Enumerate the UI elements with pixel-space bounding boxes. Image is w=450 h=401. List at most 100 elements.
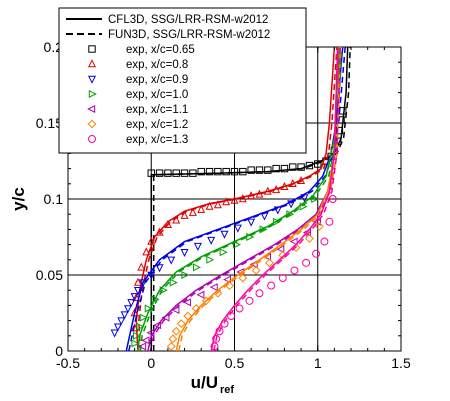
exp-marker <box>315 221 324 231</box>
exp-marker <box>161 313 170 322</box>
legend-marker <box>87 119 97 129</box>
exp-marker <box>196 290 205 299</box>
exp-marker <box>247 191 256 200</box>
exp-marker <box>289 237 298 246</box>
exp-marker <box>159 286 168 295</box>
y-tick-label: 0 <box>55 343 63 359</box>
exp-marker <box>222 167 230 176</box>
exp-marker <box>320 237 329 246</box>
x-tick-label: 1.5 <box>391 355 411 371</box>
exp-marker <box>272 217 281 226</box>
fun3d-line <box>128 46 346 352</box>
exp-marker <box>133 277 142 286</box>
series-6 <box>210 46 341 352</box>
exp-marker <box>210 342 219 351</box>
exp-marker <box>153 321 162 330</box>
fun3d-line <box>149 46 341 352</box>
legend-label: exp, x/c=1.0 <box>126 89 188 101</box>
x-axis-label-subscript: ref <box>220 384 234 396</box>
exp-marker <box>206 255 215 264</box>
legend-label: exp, x/c=1.2 <box>126 119 188 131</box>
exp-marker <box>180 169 189 177</box>
exp-marker <box>230 167 239 176</box>
exp-marker <box>278 274 287 283</box>
exp-marker <box>138 342 147 351</box>
exp-marker <box>213 288 223 298</box>
exp-marker <box>272 164 280 173</box>
exp-marker <box>259 225 268 234</box>
legend-entry: exp, x/c=1.3 <box>88 134 188 146</box>
exp-marker <box>130 323 139 332</box>
legend-marker <box>87 75 97 84</box>
exp-marker <box>255 166 264 174</box>
exp-marker <box>205 167 214 176</box>
legend-label: exp, x/c=0.9 <box>126 74 188 86</box>
exp-marker <box>305 234 314 243</box>
series-5 <box>166 46 341 352</box>
y-tick-label: 0.05 <box>36 267 63 283</box>
exp-marker <box>147 271 156 280</box>
x-axis-label: u/U <box>191 373 218 392</box>
exp-marker <box>183 298 192 307</box>
exp-marker <box>120 311 129 320</box>
exp-marker <box>137 262 146 271</box>
legend-box <box>58 7 307 154</box>
legend-entry: exp, x/c=1.1 <box>87 104 188 116</box>
x-tick-label: 1 <box>314 355 322 371</box>
legend-label: exp, x/c=1.3 <box>126 134 188 146</box>
series-1 <box>130 46 338 352</box>
exp-marker <box>167 256 176 265</box>
exp-marker <box>300 194 309 203</box>
exp-marker <box>297 163 305 171</box>
exp-marker <box>297 175 306 184</box>
exp-marker <box>255 189 264 198</box>
exp-marker <box>273 206 282 215</box>
exp-marker <box>130 293 139 302</box>
exp-marker <box>180 249 189 258</box>
exp-marker <box>290 266 299 275</box>
exp-marker <box>191 304 201 313</box>
exp-marker <box>181 270 190 280</box>
y-axis-label: y/c <box>9 187 28 211</box>
y-tick-label: 0.1 <box>44 191 64 207</box>
exp-marker <box>288 178 297 187</box>
x-tick-label: 0.5 <box>225 355 245 371</box>
exp-marker <box>286 210 295 219</box>
legend-entry: exp, x/c=1.0 <box>88 89 188 101</box>
series-group <box>110 46 351 352</box>
exp-marker <box>305 161 314 170</box>
legend-entry: exp, x/c=0.9 <box>87 74 188 86</box>
exp-marker <box>335 126 344 135</box>
legend: CFL3D, SSG/LRR-RSM-w2012 FUN3D, SSG/LRR-R… <box>58 7 307 154</box>
exp-marker <box>272 185 281 194</box>
y-tick-label: 0.15 <box>36 115 63 131</box>
exp-marker <box>113 323 122 332</box>
series-3 <box>131 46 343 352</box>
legend-entry: FUN3D, SSG/LRR-RSM-w2012 <box>66 29 270 41</box>
exp-marker <box>227 312 236 321</box>
exp-marker <box>183 311 193 321</box>
exp-marker <box>169 278 178 287</box>
exp-marker <box>302 258 311 267</box>
exp-marker <box>146 328 155 337</box>
exp-marker <box>123 305 132 314</box>
exp-marker <box>233 224 242 233</box>
y-tick-label: 0.2 <box>44 39 64 55</box>
exp-marker <box>222 197 231 206</box>
exp-marker <box>176 319 186 329</box>
exp-marker <box>155 169 164 177</box>
exp-marker <box>245 296 254 305</box>
legend-marker <box>88 135 96 143</box>
legend-entry: CFL3D, SSG/LRR-RSM-w2012 <box>66 14 268 26</box>
exp-marker <box>251 266 261 275</box>
exp-marker <box>246 232 255 242</box>
exp-marker <box>209 283 218 292</box>
exp-marker <box>171 305 180 314</box>
exp-marker <box>232 240 241 249</box>
exp-marker <box>168 334 178 344</box>
exp-marker <box>265 258 274 268</box>
legend-entry: exp, x/c=0.8 <box>87 59 188 71</box>
exp-marker <box>131 339 140 348</box>
exp-marker <box>235 304 244 313</box>
